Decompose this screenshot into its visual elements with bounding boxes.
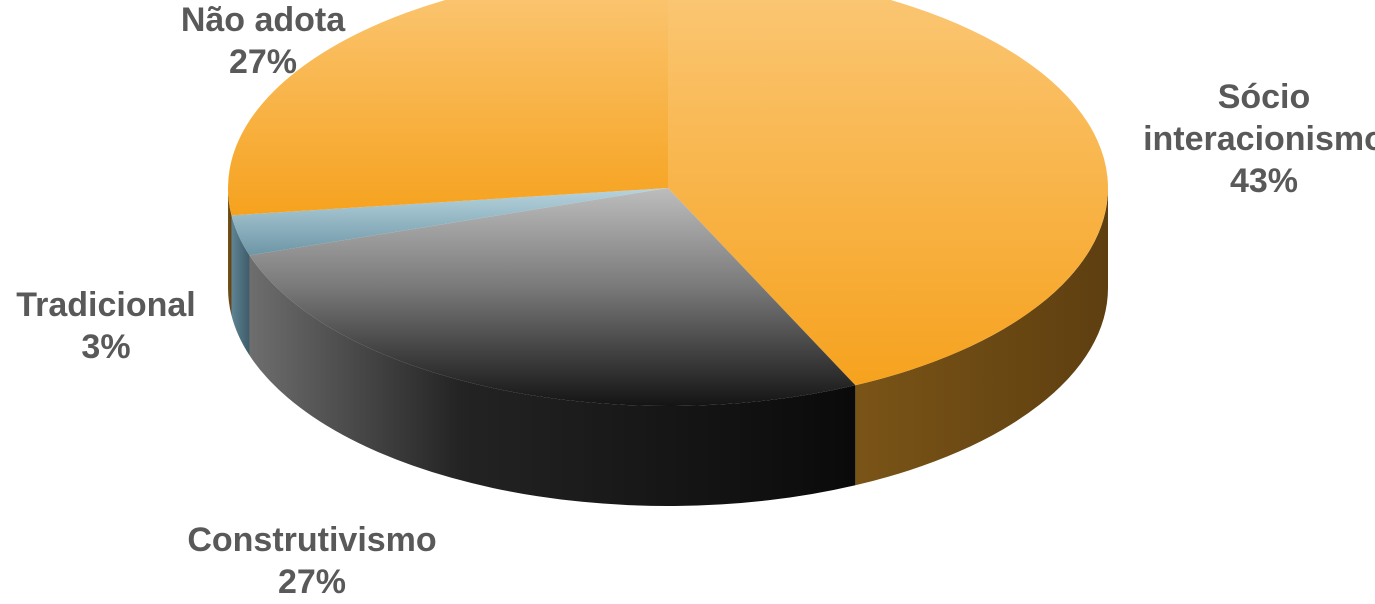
pie-label-construtivismo: Construtivismo 27% — [187, 521, 436, 601]
pie-category-label: interacionismo — [1143, 120, 1375, 158]
pie-value-label: 27% — [278, 563, 346, 601]
pie-category-label: Não adota — [181, 1, 346, 39]
pie-side-layer — [228, 188, 1108, 506]
pie-value-label: 27% — [229, 43, 297, 81]
pie-label-layer: Sócio interacionismo 43% Construtivismo 27% T… — [16, 1, 1375, 601]
pie-top-layer — [228, 0, 1108, 406]
pie-label-nao-adota: Não adota 27% — [181, 1, 346, 81]
pie-slice-construtivismo — [249, 188, 856, 406]
pie-slice-nao-adota — [228, 0, 668, 216]
pie-slice-side-socio-interacionismo — [855, 188, 1108, 486]
pie-slice-tradicional — [231, 188, 668, 256]
pie-slice-side-construtivismo — [249, 255, 856, 506]
pie-value-label: 43% — [1230, 162, 1298, 200]
pie-category-label: Sócio — [1218, 78, 1311, 116]
pie-slice-side-tradicional — [231, 215, 250, 356]
pie-slice-socio-interacionismo — [668, 0, 1108, 386]
pie-value-label: 3% — [81, 328, 130, 366]
pie-label-socio-interacionismo: Sócio interacionismo 43% — [1143, 78, 1375, 200]
pie-slice-side-nao-adota — [228, 188, 232, 316]
pie-category-label: Tradicional — [16, 286, 196, 324]
pie-category-label: Construtivismo — [187, 521, 436, 559]
pie-label-tradicional: Tradicional 3% — [16, 286, 196, 366]
